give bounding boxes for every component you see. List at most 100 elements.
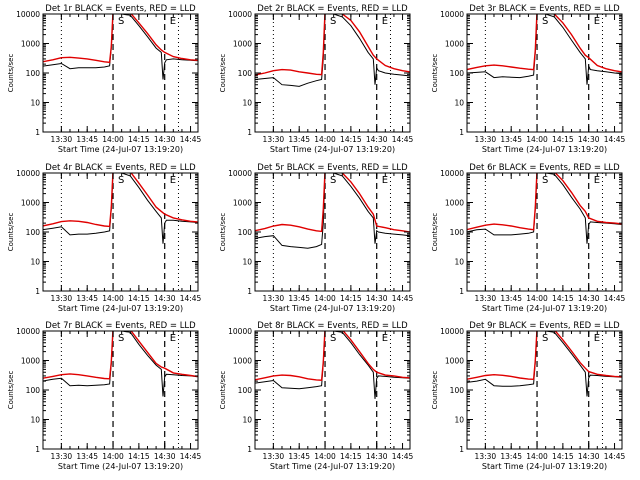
x-tick-label: 14:30 — [578, 452, 600, 461]
interval-marker-label: S — [330, 175, 336, 186]
x-tick-label: 14:30 — [154, 452, 176, 461]
y-tick-label: 1 — [247, 128, 252, 137]
x-axis-label: Start Time (24-Jul-07 13:19:20) — [58, 304, 183, 313]
detector-panel: Det 8r BLACK = Events, RED = LLD S E 1 10 100… — [219, 321, 414, 471]
y-tick-label: 100 — [450, 228, 465, 237]
detector-panel: Det 3r BLACK = Events, RED = LLD S E 1 10 100… — [431, 4, 626, 154]
x-tick-label: 13:45 — [500, 452, 522, 461]
detector-panel: Det 4r BLACK = Events, RED = LLD S E 1 10 100… — [7, 163, 202, 313]
panel-title: Det 1r BLACK = Events, RED = LLD — [45, 4, 196, 14]
x-tick-label: 14:00 — [526, 452, 548, 461]
x-tick-label: 13:45 — [288, 294, 310, 303]
y-tick-label: 1 — [459, 287, 464, 296]
interval-marker-label: E — [382, 16, 388, 27]
y-tick-label: 1000 — [445, 199, 464, 208]
interval-marker-label: S — [542, 16, 548, 27]
series-line — [255, 331, 410, 399]
y-tick-label: 10 — [30, 416, 40, 425]
interval-marker-label: S — [118, 175, 124, 186]
y-axis-label: Counts/sec — [7, 54, 15, 93]
x-tick-label: 13:45 — [76, 135, 98, 144]
x-axis-label: Start Time (24-Jul-07 13:19:20) — [270, 462, 395, 471]
x-tick-label: 14:00 — [314, 452, 336, 461]
y-tick-label: 100 — [26, 69, 41, 78]
x-tick-label: 14:45 — [604, 452, 626, 461]
x-tick-label: 14:30 — [154, 294, 176, 303]
series-line — [255, 173, 410, 233]
detector-panel: Det 7r BLACK = Events, RED = LLD S E 1 10 100… — [7, 321, 202, 471]
interval-marker-label: E — [170, 175, 176, 186]
y-tick-label: 10000 — [440, 10, 464, 19]
y-tick-label: 10000 — [16, 10, 40, 19]
y-tick-label: 10000 — [16, 327, 40, 336]
x-axis-label: Start Time (24-Jul-07 13:19:20) — [482, 145, 607, 154]
y-axis-label: Counts/sec — [431, 371, 439, 410]
y-tick-label: 100 — [238, 69, 253, 78]
y-tick-label: 1000 — [233, 199, 252, 208]
interval-marker-label: S — [330, 16, 336, 27]
y-tick-label: 1000 — [445, 40, 464, 49]
x-tick-label: 13:30 — [263, 452, 285, 461]
x-tick-label: 14:00 — [526, 135, 548, 144]
x-tick-label: 14:30 — [366, 452, 388, 461]
y-tick-label: 10000 — [228, 327, 252, 336]
series-line — [467, 14, 622, 85]
y-tick-label: 1 — [35, 128, 40, 137]
detector-panel: Det 9r BLACK = Events, RED = LLD S E 1 10 100… — [431, 321, 626, 471]
y-tick-label: 10000 — [440, 169, 464, 178]
y-axis-label: Counts/sec — [219, 213, 227, 252]
y-tick-label: 1000 — [21, 357, 40, 366]
series-line — [467, 14, 622, 73]
interval-marker-label: S — [542, 333, 548, 344]
panel-title: Det 3r BLACK = Events, RED = LLD — [469, 4, 620, 14]
detector-panel: Det 2r BLACK = Events, RED = LLD S E 1 10 100… — [219, 4, 414, 154]
x-tick-label: 14:30 — [154, 135, 176, 144]
series-line — [43, 14, 198, 80]
x-tick-label: 14:15 — [340, 294, 362, 303]
x-axis-label: Start Time (24-Jul-07 13:19:20) — [482, 462, 607, 471]
y-axis-label: Counts/sec — [219, 54, 227, 93]
interval-marker-label: E — [170, 16, 176, 27]
x-axis-label: Start Time (24-Jul-07 13:19:20) — [58, 462, 183, 471]
y-tick-label: 100 — [238, 228, 253, 237]
x-tick-label: 14:15 — [552, 452, 574, 461]
x-tick-label: 13:30 — [475, 452, 497, 461]
y-tick-label: 100 — [450, 69, 465, 78]
x-tick-label: 13:30 — [51, 452, 73, 461]
interval-marker-label: S — [118, 333, 124, 344]
y-tick-label: 1000 — [233, 40, 252, 49]
x-tick-label: 14:45 — [392, 294, 414, 303]
x-tick-label: 13:45 — [288, 452, 310, 461]
x-tick-label: 14:00 — [102, 452, 124, 461]
x-tick-label: 14:30 — [366, 135, 388, 144]
x-tick-label: 14:45 — [392, 135, 414, 144]
y-axis-label: Counts/sec — [431, 54, 439, 93]
interval-marker-label: E — [170, 333, 176, 344]
x-axis-label: Start Time (24-Jul-07 13:19:20) — [270, 145, 395, 154]
y-tick-label: 10000 — [440, 327, 464, 336]
x-tick-label: 14:15 — [340, 452, 362, 461]
x-tick-label: 13:30 — [475, 294, 497, 303]
y-tick-label: 1000 — [21, 199, 40, 208]
x-tick-label: 14:15 — [128, 135, 150, 144]
y-tick-label: 10 — [454, 416, 464, 425]
series-line — [43, 331, 198, 380]
detector-panel: Det 1r BLACK = Events, RED = LLD S E 1 10 100… — [7, 4, 202, 154]
x-tick-label: 13:45 — [500, 135, 522, 144]
x-tick-label: 14:00 — [526, 294, 548, 303]
x-tick-label: 14:15 — [552, 294, 574, 303]
y-tick-label: 1000 — [21, 40, 40, 49]
x-tick-label: 14:15 — [340, 135, 362, 144]
y-tick-label: 1 — [35, 287, 40, 296]
interval-marker-label: E — [382, 333, 388, 344]
interval-marker-label: S — [330, 333, 336, 344]
y-tick-label: 1 — [247, 287, 252, 296]
series-line — [43, 331, 198, 397]
y-tick-label: 10 — [30, 99, 40, 108]
y-axis-label: Counts/sec — [7, 371, 15, 410]
y-tick-label: 10000 — [228, 169, 252, 178]
panel-title: Det 9r BLACK = Events, RED = LLD — [469, 321, 620, 331]
x-tick-label: 13:30 — [263, 294, 285, 303]
y-tick-label: 100 — [238, 386, 253, 395]
